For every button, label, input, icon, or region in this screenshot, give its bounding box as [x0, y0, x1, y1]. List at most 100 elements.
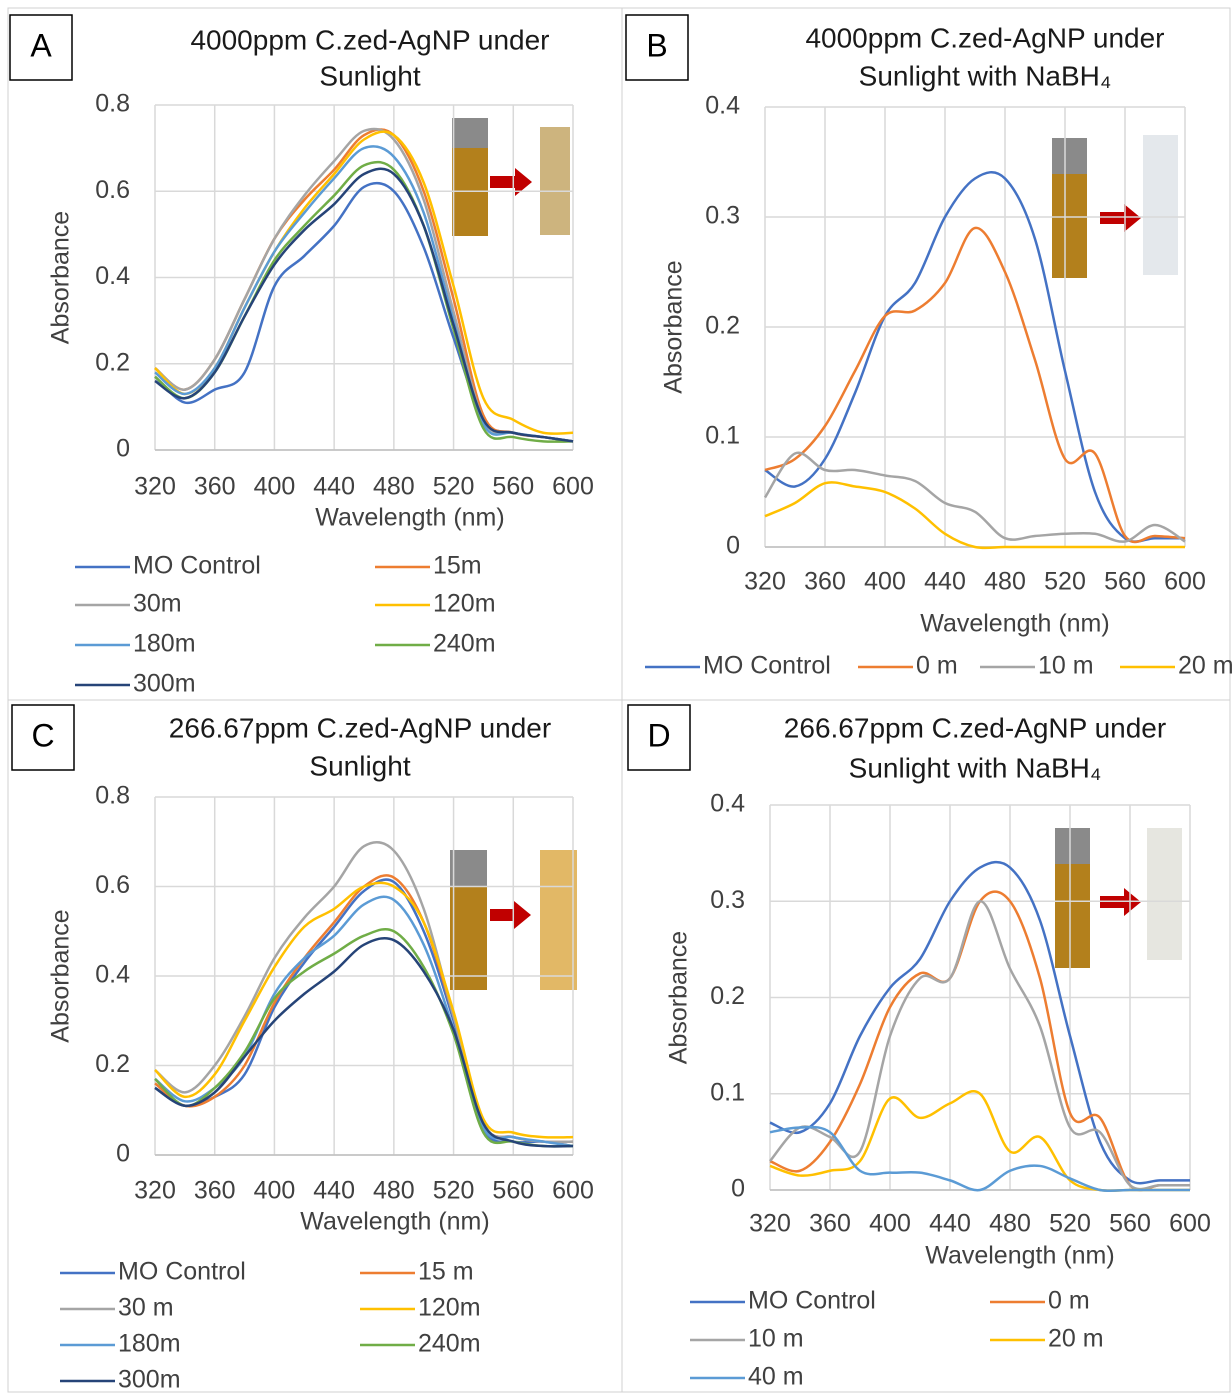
- x-tick-label: 360: [809, 1210, 851, 1238]
- x-tick-label: 480: [989, 1210, 1031, 1238]
- y-tick-label: 0.6: [95, 176, 130, 204]
- y-tick-label: 0: [116, 435, 130, 463]
- y-tick-label: 0.2: [95, 348, 130, 376]
- x-tick-label: 320: [744, 568, 786, 596]
- legend-label: 300m: [133, 670, 196, 698]
- legend-label: 240m: [433, 630, 496, 658]
- y-axis-label: Absorbance: [47, 909, 75, 1042]
- series-line: [769, 860, 1190, 1185]
- legend-label: 15 m: [418, 1258, 474, 1286]
- x-tick-label: 440: [313, 473, 355, 501]
- series-line: [154, 937, 574, 1148]
- x-axis-label: Wavelength (nm): [920, 610, 1109, 638]
- legend-label: 240m: [418, 1330, 481, 1358]
- chart-title: Sunlight with NaBH₄: [849, 752, 1102, 783]
- legend-label: MO Control: [703, 652, 831, 680]
- panel-label-box: [11, 704, 75, 771]
- panel: A 4000ppm C.zed-AgNP under Sunlight 0 0.2 0.4…: [9, 14, 594, 698]
- y-tick-label: 0.8: [95, 782, 130, 810]
- legend-label: 120m: [433, 590, 496, 618]
- series-line: [154, 167, 574, 443]
- x-tick-label: 560: [492, 473, 534, 501]
- chart-title: 266.67ppm C.zed-AgNP under: [784, 712, 1166, 743]
- y-tick-label: 0.2: [710, 982, 745, 1010]
- x-axis-label: Wavelength (nm): [315, 504, 504, 532]
- legend-label: 10 m: [1038, 652, 1094, 680]
- x-tick-label: 440: [313, 1177, 355, 1205]
- legend-label: 40 m: [748, 1363, 804, 1391]
- y-tick-label: 0.4: [710, 790, 745, 818]
- series-line: [764, 481, 1185, 550]
- x-axis-label: Wavelength (nm): [925, 1242, 1114, 1270]
- series-line: [763, 451, 1186, 543]
- panel-label-box: [9, 14, 73, 81]
- series-line: [764, 171, 1185, 543]
- x-tick-label: 560: [492, 1177, 534, 1205]
- x-tick-label: 600: [552, 473, 594, 501]
- series-line: [769, 1125, 1190, 1193]
- chart-title: Sunlight: [309, 750, 410, 781]
- x-tick-label: 480: [373, 473, 415, 501]
- x-tick-label: 400: [254, 1177, 296, 1205]
- panel-label: B: [646, 27, 667, 63]
- y-tick-label: 0.1: [705, 422, 740, 450]
- x-tick-label: 400: [864, 568, 906, 596]
- x-tick-label: 520: [1049, 1210, 1091, 1238]
- series-line: [154, 841, 574, 1144]
- inset-b: [1052, 135, 1178, 278]
- legend-label: MO Control: [133, 552, 261, 580]
- chart-title: 4000ppm C.zed-AgNP under: [805, 22, 1164, 53]
- panel-label: C: [31, 717, 54, 753]
- y-tick-label: 0.2: [705, 312, 740, 340]
- legend-label: 300m: [118, 1366, 181, 1394]
- panel: C 266.67ppm C.zed-AgNP under Sunlight 0 0.2 0…: [11, 704, 594, 1394]
- panel-label: D: [647, 717, 670, 753]
- y-tick-label: 0: [726, 532, 740, 560]
- panel: D 266.67ppm C.zed-AgNP under Sunlight with…: [627, 704, 1211, 1391]
- inset-a: [452, 118, 570, 236]
- x-tick-label: 360: [194, 1177, 236, 1205]
- legend-label: 20 m: [1048, 1325, 1104, 1353]
- y-tick-label: 0.8: [95, 90, 130, 118]
- chart-title: Sunlight: [319, 60, 420, 91]
- x-tick-label: 600: [552, 1177, 594, 1205]
- x-tick-label: 360: [804, 568, 846, 596]
- y-axis-label: Absorbance: [47, 211, 75, 344]
- x-tick-label: 360: [194, 473, 236, 501]
- legend-label: MO Control: [118, 1258, 246, 1286]
- x-axis-label: Wavelength (nm): [300, 1208, 489, 1236]
- legend-label: 0 m: [916, 652, 958, 680]
- y-tick-label: 0: [116, 1140, 130, 1168]
- legend-label: 120m: [418, 1294, 481, 1322]
- y-tick-label: 0.3: [710, 886, 745, 914]
- series-line: [154, 145, 574, 443]
- series-line: [154, 927, 574, 1148]
- legend-label: 180m: [118, 1330, 181, 1358]
- x-tick-label: 520: [433, 473, 475, 501]
- legend-label: 30m: [133, 590, 182, 618]
- x-tick-label: 440: [929, 1210, 971, 1238]
- legend-label: 20 m: [1178, 652, 1232, 680]
- panel-label-box: [627, 704, 691, 771]
- x-tick-label: 560: [1104, 568, 1146, 596]
- y-tick-label: 0: [731, 1175, 745, 1203]
- x-tick-label: 440: [924, 568, 966, 596]
- panel-label: A: [30, 27, 52, 63]
- y-axis-label: Absorbance: [660, 260, 688, 393]
- inset-c: [450, 850, 577, 990]
- series-line: [154, 881, 574, 1139]
- x-tick-label: 600: [1169, 1210, 1211, 1238]
- y-tick-label: 0.4: [705, 92, 740, 120]
- series-line: [769, 890, 1190, 1192]
- x-tick-label: 560: [1109, 1210, 1151, 1238]
- x-tick-label: 480: [373, 1177, 415, 1205]
- y-axis-label: Absorbance: [665, 931, 693, 1064]
- x-tick-label: 320: [134, 1177, 176, 1205]
- legend-label: 0 m: [1048, 1287, 1090, 1315]
- inset-d: [1055, 828, 1182, 968]
- x-tick-label: 400: [254, 473, 296, 501]
- y-tick-label: 0.6: [95, 871, 130, 899]
- panel-label-box: [625, 14, 689, 81]
